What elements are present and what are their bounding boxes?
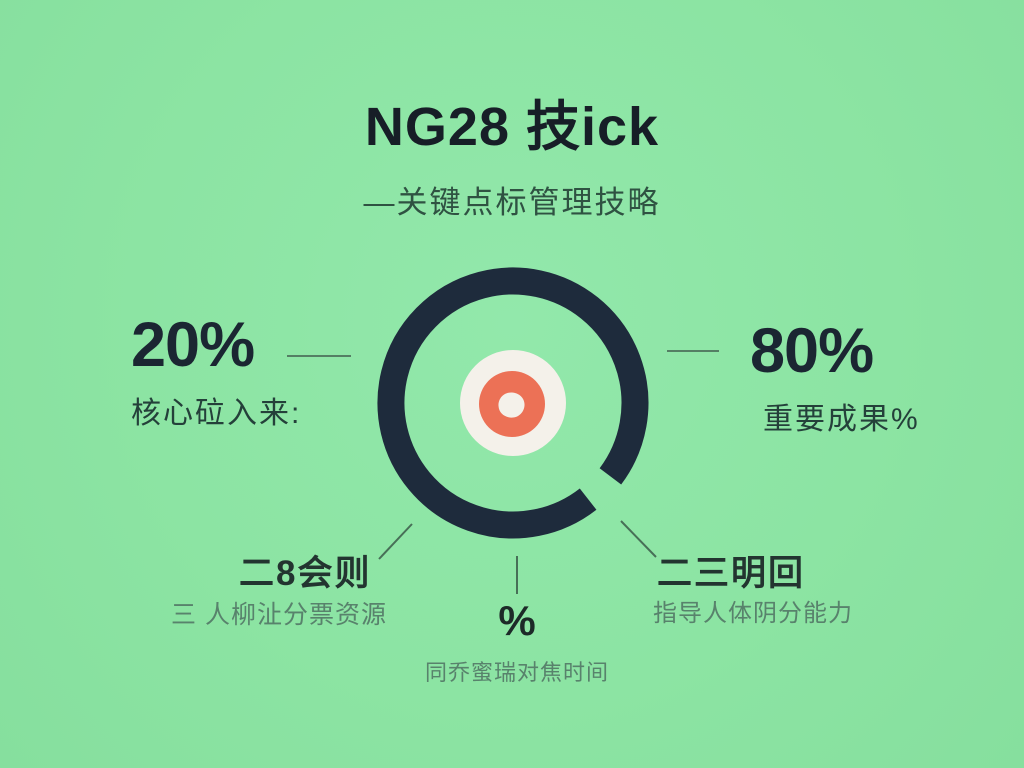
bottom-center-callout-label: 同乔蜜瑞对焦时间 <box>424 660 609 685</box>
bottom-left-callout-heading: 二8会则 <box>239 554 372 593</box>
page-title: NG28 技ick <box>364 97 660 157</box>
right-stat-value: 80% <box>750 316 874 386</box>
right-stat: 80% 重要成果% <box>750 320 920 438</box>
left-stat-value: 20% <box>131 310 255 380</box>
leader-line-bottom-left <box>378 523 413 560</box>
donut-ring <box>377 267 649 539</box>
bottom-right-callout-label: 指导人体阴分能力 <box>653 600 853 627</box>
right-stat-label: 重要成果% <box>763 403 920 436</box>
donut-core-highlight <box>498 392 525 418</box>
leader-line-bottom-right <box>620 520 657 558</box>
bottom-center-callout: % 同乔蜜瑞对焦时间 <box>413 600 621 687</box>
left-stat-label: 核心砬入来: <box>131 397 302 430</box>
bottom-center-callout-heading: % <box>498 597 536 644</box>
page-subtitle: —关键点标管理技略 <box>363 185 661 220</box>
bottom-left-callout-label: 三 人柳沚分票资源 <box>171 601 387 629</box>
left-stat: 20% 核心砬入来: <box>131 314 301 432</box>
bottom-right-callout-heading: 二三明回 <box>657 554 806 593</box>
